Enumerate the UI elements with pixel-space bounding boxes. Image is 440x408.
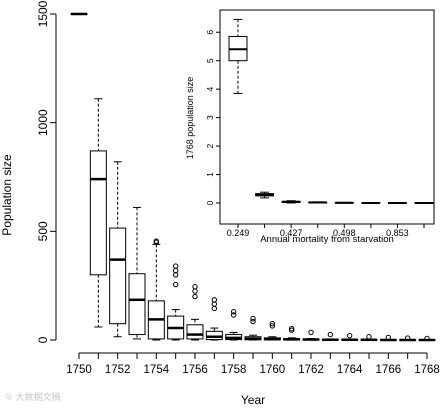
main-outlier-point	[269, 323, 276, 329]
inset-box-group	[334, 201, 354, 204]
main-x-tick-label: 1768	[414, 364, 440, 376]
inset-y-tick-label: 0	[205, 200, 215, 205]
main-box-group	[167, 263, 185, 341]
main-outlier-point	[269, 321, 276, 327]
inset-boxplot: 0 1 2 3 4 5 6 0.249 0.427 0.498 0.853 Annual mort…	[185, 9, 435, 245]
main-box	[89, 150, 107, 276]
main-box-group	[341, 332, 359, 342]
main-outlier-point	[308, 329, 314, 336]
main-box-group	[89, 98, 107, 328]
main-outlier-point	[385, 334, 392, 341]
main-box	[109, 227, 127, 325]
main-x-tick-label: 1756	[182, 364, 208, 376]
main-x-axis: 1750 1752 1754 1756 1758 1760 1762 1764 1766 1768	[66, 352, 440, 376]
inset-y-axis: 0 1 2 3 4 5 6	[205, 30, 221, 205]
inset-box-group	[255, 191, 275, 199]
main-box	[205, 330, 223, 341]
main-box-group	[263, 321, 281, 341]
main-box-group	[418, 335, 436, 342]
main-outlier-point	[366, 334, 372, 340]
main-outlier-point	[404, 335, 411, 341]
main-outlier-point	[172, 281, 179, 288]
main-box-group	[302, 329, 320, 341]
main-outlier-point	[230, 312, 237, 318]
main-y-tick-label: 500	[36, 221, 50, 241]
main-box-group	[186, 284, 204, 341]
main-box-group	[225, 309, 243, 341]
main-outlier-point	[346, 332, 353, 339]
main-boxes	[70, 12, 436, 342]
main-x-tick-label: 1752	[105, 364, 131, 376]
main-box-group	[147, 238, 165, 341]
main-outlier-point	[211, 305, 218, 312]
main-outlier-point	[172, 263, 179, 269]
main-x-tick-label: 1758	[221, 364, 247, 376]
main-y-axis: 0 500 1000 1500	[36, 0, 57, 343]
main-x-axis-label: Year	[241, 393, 265, 407]
inset-x-tick-label: 0.498	[333, 228, 356, 238]
watermark-text: ☉ 大数据文摘	[4, 392, 61, 402]
main-box-group	[109, 161, 127, 338]
inset-box-group	[281, 200, 301, 204]
main-box-group	[205, 297, 223, 341]
inset-box-group	[308, 201, 328, 204]
inset-y-tick-label: 5	[205, 58, 215, 63]
inset-y-axis-label: 1768 population size	[185, 77, 195, 160]
main-outlier-point	[230, 309, 237, 315]
main-outlier-point	[424, 335, 430, 342]
inset-y-tick-label: 4	[205, 87, 215, 92]
main-box	[186, 324, 204, 340]
main-outlier-point	[172, 272, 179, 278]
inset-boxes	[228, 18, 434, 204]
main-x-tick-label: 1750	[66, 364, 92, 376]
main-box-group	[360, 334, 378, 342]
inset-box-group	[228, 18, 248, 94]
main-outlier-point	[250, 316, 256, 322]
inset-frame	[219, 9, 435, 225]
main-box-group	[283, 325, 301, 341]
main-x-tick-label: 1760	[260, 364, 286, 376]
inset-x-axis-label: Annual mortality from starvation	[260, 234, 394, 245]
main-x-tick-label: 1764	[337, 364, 363, 376]
main-outlier-point	[211, 297, 218, 303]
inset-box-group	[414, 202, 434, 204]
inset-x-tick-label: 0.427	[280, 228, 303, 238]
main-box-group	[244, 316, 262, 341]
main-x-tick-label: 1766	[376, 364, 402, 376]
inset-x-tick-label: 0.853	[386, 228, 409, 238]
main-outlier-point	[153, 238, 160, 244]
main-y-tick-label: 0	[36, 336, 50, 343]
main-x-tick-label: 1754	[144, 364, 170, 376]
main-outlier-point	[211, 301, 218, 307]
main-outlier-point	[192, 293, 198, 300]
main-box-group	[70, 12, 88, 16]
inset-x-axis: 0.249 0.427 0.498 0.853	[227, 223, 425, 238]
main-outlier-point	[288, 325, 295, 332]
main-box-group	[128, 206, 146, 340]
inset-box-group	[361, 202, 381, 204]
main-outlier-point	[192, 288, 198, 294]
main-outlier-point	[192, 284, 198, 290]
main-box-group	[321, 331, 339, 342]
inset-box-group	[387, 202, 407, 204]
main-box	[128, 273, 146, 336]
main-box-group	[379, 334, 397, 342]
inset-y-tick-label: 3	[205, 115, 215, 120]
inset-y-tick-label: 2	[205, 143, 215, 148]
inset-y-tick-label: 1	[205, 172, 215, 177]
main-outlier-point	[327, 331, 334, 338]
main-outlier-point	[250, 318, 256, 325]
inset-y-tick-label: 6	[205, 30, 215, 35]
main-box-group	[399, 335, 417, 342]
main-y-tick-label: 1500	[36, 0, 50, 27]
main-y-tick-label: 1000	[36, 109, 50, 136]
main-y-axis-label: Population size	[0, 154, 14, 236]
main-x-tick-label: 1762	[298, 364, 324, 376]
main-outlier-point	[172, 267, 179, 274]
inset-x-tick-label: 0.249	[227, 228, 250, 238]
